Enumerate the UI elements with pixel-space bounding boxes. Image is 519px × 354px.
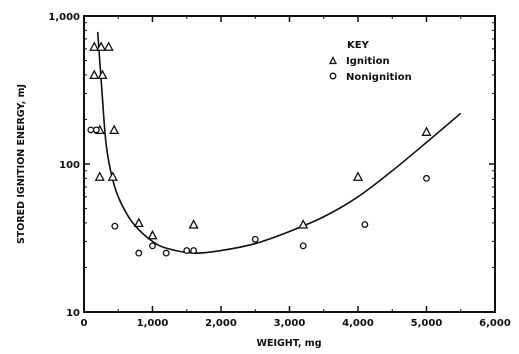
fit-curve [96, 31, 462, 254]
y-tick-label: 100 [59, 160, 80, 171]
legend: KEY Ignition Nonignition [328, 40, 412, 83]
y-tick-label: 1,000 [48, 12, 80, 23]
nonignition-point [251, 235, 259, 243]
nonignition-point [87, 126, 95, 134]
legend-ignition-label: Ignition [346, 56, 390, 67]
legend-title: KEY [347, 40, 370, 51]
ignition-point [107, 171, 118, 181]
nonignition-point [361, 221, 369, 228]
y-axis-ticks: 10 100 1,000 [48, 12, 495, 319]
ignition-point [352, 171, 364, 181]
ignition-point [298, 219, 309, 229]
x-tick-label: 1,000 [137, 318, 169, 329]
x-tick-label: 6,000 [479, 318, 511, 329]
ignition-point [96, 41, 107, 51]
fit-curve-layer [96, 31, 462, 254]
x-tick-label: 3,000 [274, 318, 306, 329]
ignition-point [89, 41, 100, 51]
x-tick-label: 2,000 [205, 318, 237, 329]
nonignition-point [135, 249, 143, 257]
legend-nonignition-label: Nonignition [346, 72, 412, 83]
ignition-point [89, 69, 100, 80]
nonignition-point [423, 174, 430, 182]
x-tick-label: 5,000 [411, 318, 443, 329]
nonignition-point [183, 247, 191, 255]
nonignition-point [299, 242, 307, 250]
ignition-point [94, 171, 105, 181]
nonignition-point [162, 249, 170, 257]
ignition-point [421, 126, 432, 136]
x-axis-ticks: 0 1,000 2,000 3,000 4,000 5,000 6,000 [81, 16, 511, 329]
ignition-point [97, 69, 108, 80]
ignition-point [103, 41, 114, 51]
ignition-point [109, 124, 120, 135]
data-points-layer [87, 41, 432, 257]
ignition-point [133, 217, 144, 228]
legend-ignition-marker [328, 56, 338, 65]
legend-nonignition-marker [329, 72, 337, 80]
nonignition-point [111, 222, 119, 230]
y-axis-title: STORED IGNITION ENERGY, mJ [16, 84, 27, 244]
x-tick-label: 0 [81, 318, 88, 329]
y-tick-label: 10 [66, 308, 80, 319]
x-axis-title: WEIGHT, mg [257, 338, 322, 349]
ignition-point [188, 219, 199, 229]
x-tick-label: 4,000 [342, 318, 374, 329]
nonignition-point [92, 126, 100, 134]
nonignition-point [149, 242, 156, 250]
plot-frame [83, 15, 496, 313]
nonignition-point [190, 247, 198, 255]
ignition-point [147, 229, 158, 240]
